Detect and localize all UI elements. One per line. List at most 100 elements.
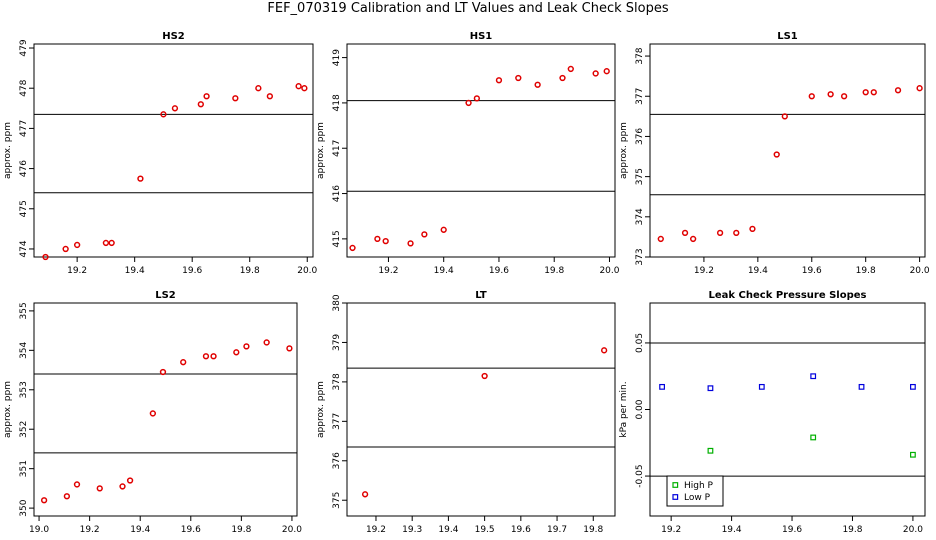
data-point: [733, 229, 740, 237]
y-tick-label: 375: [332, 492, 342, 509]
data-point: [910, 383, 916, 390]
data-point: [810, 373, 817, 380]
x-tick-label: 19.8: [856, 266, 876, 276]
y-tick-label: 376: [332, 452, 342, 469]
y-tick-label: 350: [19, 499, 29, 516]
data-point: [108, 239, 115, 247]
data-point: [858, 383, 865, 390]
legend-marker: [672, 494, 679, 500]
data-point: [910, 451, 916, 458]
y-tick-label: 474: [19, 240, 29, 257]
figure-title: FEF_070319 Calibration and LT Values and…: [267, 1, 669, 16]
data-point: [255, 85, 262, 92]
x-tick-label: 19.6: [181, 525, 201, 535]
y-tick-label: 373: [635, 248, 645, 265]
data-point: [361, 491, 369, 498]
x-tick-label: 20.0: [599, 266, 619, 276]
data-point: [659, 383, 665, 390]
data-point: [349, 244, 356, 252]
data-point: [73, 481, 81, 488]
x-tick-label: 19.6: [802, 266, 822, 276]
data-point: [62, 245, 69, 253]
y-axis-label: approx. ppm: [3, 381, 13, 438]
data-point: [73, 241, 81, 249]
y-tick-label: 378: [332, 373, 342, 390]
data-point: [894, 87, 902, 94]
data-point: [137, 175, 144, 182]
x-tick-label: 19.6: [511, 525, 531, 535]
data-point: [40, 497, 48, 504]
y-tick-label: 355: [19, 302, 29, 319]
plot-title: HS2: [162, 31, 185, 42]
x-tick-label: 19.8: [583, 525, 603, 535]
data-point: [707, 447, 714, 454]
data-point: [171, 105, 179, 112]
data-point: [126, 477, 134, 484]
data-point: [473, 95, 481, 102]
y-tick-label: 477: [19, 120, 29, 137]
x-tick-label: 19.2: [67, 266, 87, 276]
data-point: [159, 368, 167, 376]
x-tick-label: 19.6: [782, 525, 802, 535]
y-axis-label: approx. ppm: [619, 122, 629, 179]
y-tick-label: 476: [19, 160, 29, 177]
x-tick-label: 19.4: [438, 525, 458, 535]
x-tick-label: 20.0: [297, 266, 317, 276]
data-point: [465, 99, 472, 107]
y-axis-label: approx. ppm: [3, 122, 13, 179]
x-tick-label: 19.8: [544, 266, 564, 276]
y-tick-label: 380: [332, 294, 342, 311]
y-tick-label: 419: [332, 49, 342, 66]
data-point: [210, 353, 217, 360]
y-tick-label: 352: [19, 421, 29, 438]
data-point: [96, 485, 103, 492]
data-point: [840, 93, 848, 100]
x-tick-label: 19.2: [661, 525, 681, 535]
data-point: [781, 113, 788, 120]
x-tick-label: 19.8: [240, 266, 260, 276]
x-tick-label: 20.0: [282, 525, 302, 535]
plot-frame: [346, 302, 616, 517]
data-point: [810, 434, 817, 441]
y-tick-label: 415: [332, 230, 342, 247]
x-tick-label: 20.0: [903, 525, 923, 535]
data-point: [749, 225, 756, 233]
y-axis-label: approx. ppm: [316, 122, 326, 179]
data-point: [42, 253, 49, 261]
y-tick-label: 378: [635, 47, 645, 64]
data-point: [600, 347, 608, 354]
plot-title: LS2: [155, 290, 176, 301]
x-tick-label: 19.6: [489, 266, 509, 276]
y-tick-label: 376: [635, 128, 645, 145]
x-tick-label: 19.2: [80, 525, 100, 535]
data-point: [773, 151, 780, 158]
x-tick-label: 19.4: [748, 266, 768, 276]
data-point: [559, 74, 566, 82]
x-tick-label: 19.2: [378, 266, 398, 276]
y-tick-label: 353: [19, 381, 29, 398]
legend-label: Low P: [684, 493, 711, 503]
data-point: [689, 235, 697, 243]
data-point: [63, 493, 71, 500]
data-point: [603, 68, 610, 75]
y-tick-label: 377: [635, 88, 645, 105]
y-axis-label: kPa per min.: [619, 381, 629, 437]
data-point: [481, 372, 488, 380]
data-point: [301, 85, 308, 92]
plot-frame: [33, 302, 298, 517]
data-point: [862, 89, 869, 96]
data-point: [407, 240, 414, 247]
data-point: [916, 85, 923, 92]
y-tick-label: 375: [635, 168, 645, 185]
y-tick-label: 475: [19, 200, 29, 217]
data-point: [102, 239, 110, 247]
x-tick-label: 19.4: [130, 525, 150, 535]
y-tick-label: 418: [332, 94, 342, 111]
y-tick-label: 479: [19, 39, 29, 56]
y-tick-label: 417: [332, 140, 342, 157]
plot-title: LT: [475, 290, 487, 301]
y-tick-label: 377: [332, 413, 342, 430]
y-axis-label: approx. ppm: [316, 381, 326, 438]
data-point: [567, 65, 574, 73]
x-tick-label: 19.5: [475, 525, 495, 535]
